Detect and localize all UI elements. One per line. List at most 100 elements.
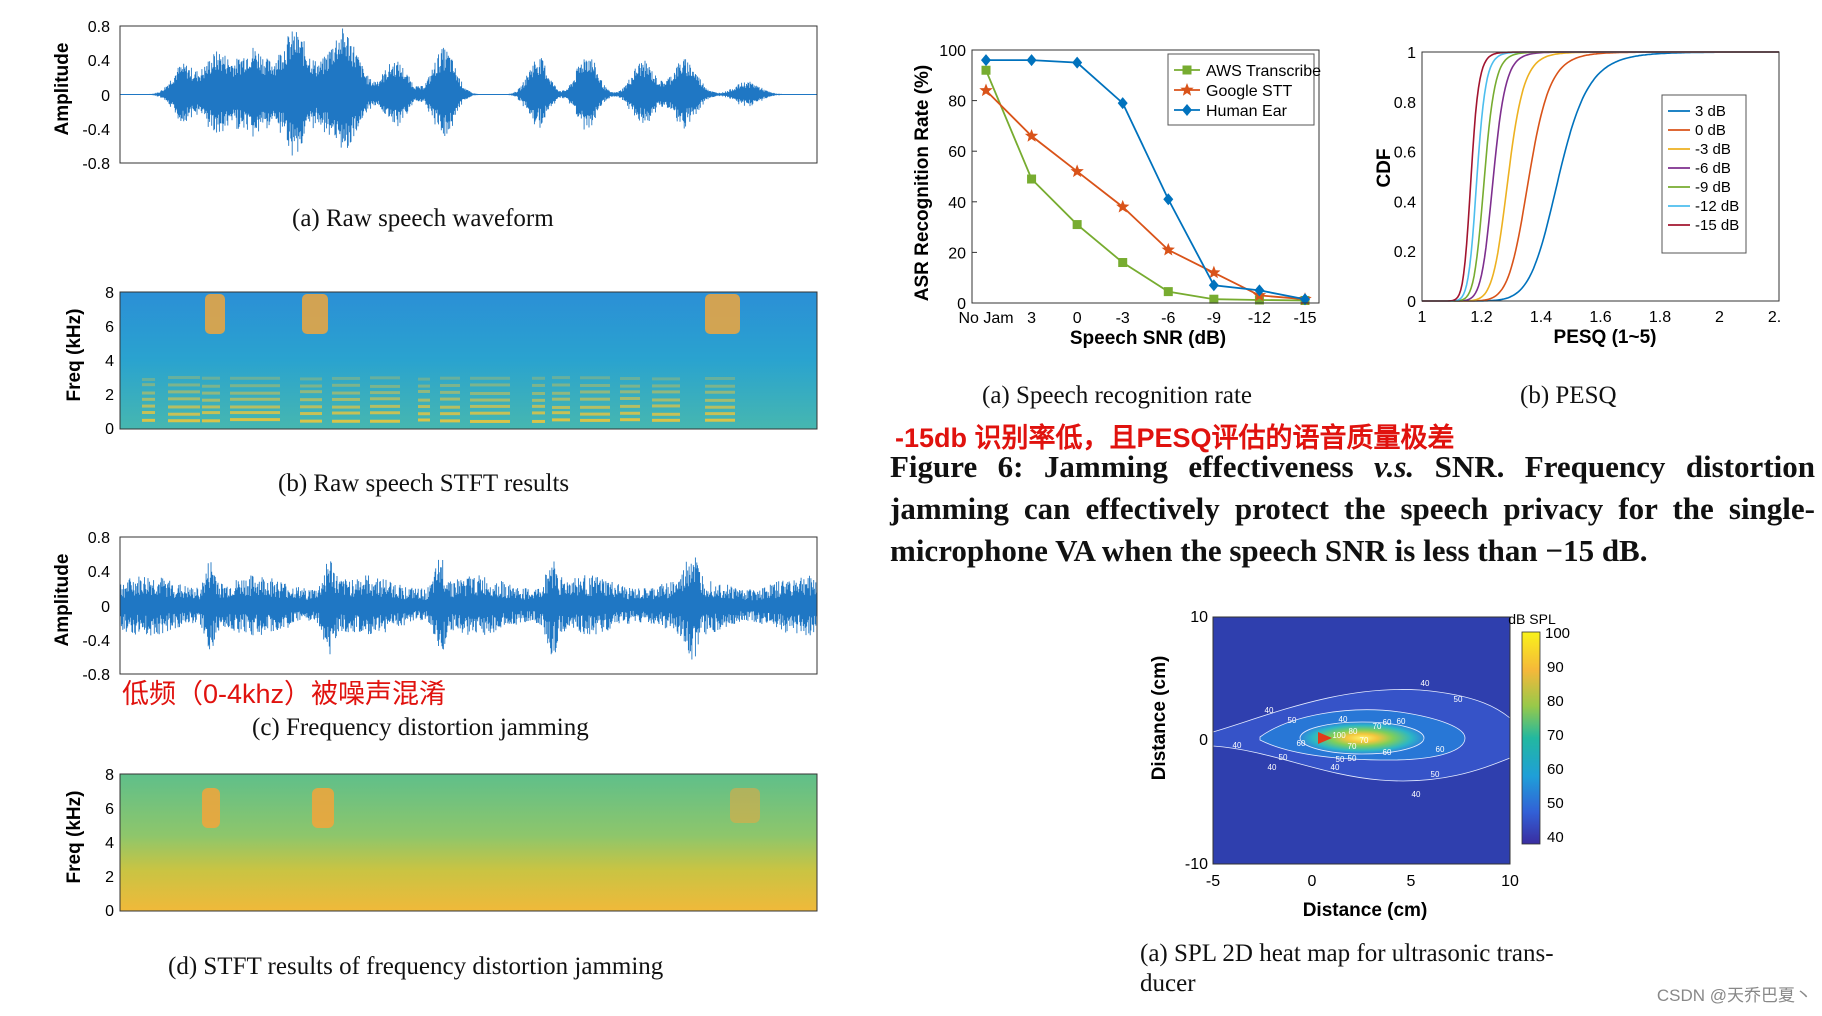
caption-jammed-stft: (d) STFT results of frequency distortion… xyxy=(168,953,664,980)
harmonic-band xyxy=(202,411,220,415)
jammed-stft-ytick: 2 xyxy=(105,869,114,886)
figure6-vs: v.s. xyxy=(1373,449,1415,484)
harmonic-band xyxy=(418,418,430,422)
asr-xtick: -3 xyxy=(1116,310,1130,327)
asr-ytick: 40 xyxy=(948,195,966,212)
contour-label: 40 xyxy=(1421,679,1430,688)
waveform-trace xyxy=(119,28,817,156)
jammed-trace xyxy=(119,557,817,660)
heatmap-ytick: 10 xyxy=(1190,609,1208,626)
contour-label: 40 xyxy=(1339,715,1348,724)
harmonic-band xyxy=(202,405,220,409)
harmonic-band xyxy=(705,384,735,388)
jammed-ytick: 0.8 xyxy=(88,530,110,547)
harmonic-band xyxy=(552,405,570,409)
asr-point xyxy=(1027,174,1037,184)
jammed-axes-box xyxy=(119,536,818,675)
harmonic-band xyxy=(705,418,735,422)
raw-stft-plot: Freq (kHz) 8 6 4 2 0 xyxy=(64,285,818,438)
heatmap-xtick: 0 xyxy=(1308,873,1317,890)
jammed-yticks: 0.8 0.4 0 -0.4 -0.8 xyxy=(82,530,110,684)
pesq-xtick: 2 xyxy=(1715,309,1724,326)
jammed-ylabel: Amplitude xyxy=(52,554,73,647)
harmonic-band xyxy=(168,405,200,409)
heatmap-contour-labels: 40 50 40 40 50 60 40 50 40 60 70 60 50 4… xyxy=(1233,679,1463,799)
watermark: CSDN @天乔巴夏丶 xyxy=(1656,986,1812,1005)
fricative-burst xyxy=(302,294,328,334)
jammed-stft-ytick: 8 xyxy=(105,767,114,784)
asr-xtick: -12 xyxy=(1248,310,1271,327)
contour-label: 50 xyxy=(1288,716,1297,725)
harmonic-band xyxy=(168,397,200,401)
asr-xtick: -9 xyxy=(1207,310,1221,327)
colorbar-tick: 100 xyxy=(1545,625,1570,642)
harmonic-band xyxy=(440,384,460,388)
harmonic-band xyxy=(168,412,200,416)
harmonic-band xyxy=(652,404,680,408)
harmonic-band xyxy=(552,391,570,395)
asr-series xyxy=(979,54,1312,306)
asr-axes-box xyxy=(971,49,1320,304)
harmonic-band xyxy=(620,377,640,381)
contour-label: 40 xyxy=(1233,741,1242,750)
asr-yticks: 0 20 40 60 80 100 xyxy=(939,43,977,313)
caption-asr: (a) Speech recognition rate xyxy=(982,382,1253,409)
asr-point xyxy=(1254,295,1264,305)
asr-xtick: 3 xyxy=(1027,310,1036,327)
harmonic-band xyxy=(705,405,735,409)
harmonic-band xyxy=(142,383,155,387)
colorbar-label: dB SPL xyxy=(1508,611,1556,627)
asr-point xyxy=(979,83,993,97)
harmonic-band xyxy=(470,404,510,408)
figure6-label: Figure 6: Jamming effectiveness xyxy=(890,449,1374,484)
pesq-ytick: 0.4 xyxy=(1394,194,1416,211)
harmonic-band xyxy=(418,384,430,388)
asr-xtick: -15 xyxy=(1293,310,1316,327)
contour-label: 60 xyxy=(1397,717,1406,726)
harmonic-band xyxy=(440,405,460,409)
harmonic-band xyxy=(652,384,680,388)
harmonic-band xyxy=(652,398,680,402)
waveform-ytick: 0.8 xyxy=(88,19,110,36)
asr-series-line xyxy=(986,59,1306,301)
waveform-ytick: 0 xyxy=(101,88,110,105)
harmonic-band xyxy=(142,391,155,395)
harmonic-band xyxy=(580,405,610,409)
stft-yticks: 8 6 4 2 0 xyxy=(105,285,114,438)
contour-label: 100 xyxy=(1332,731,1346,740)
contour-label: 40 xyxy=(1331,763,1340,772)
pesq-legend-label: -12 dB xyxy=(1695,198,1739,215)
harmonic-band xyxy=(230,418,280,422)
harmonic-band xyxy=(142,411,155,415)
residual-burst xyxy=(202,788,220,828)
asr-point xyxy=(1254,284,1265,297)
harmonic-band xyxy=(440,412,460,416)
asr-point xyxy=(981,65,991,75)
annotation-low-frequency: 低频（0-4khz）被噪声混淆 xyxy=(122,679,447,709)
pesq-legend-label: 0 dB xyxy=(1695,122,1726,139)
jammed-stft-background xyxy=(120,774,817,911)
harmonic-band xyxy=(300,398,322,402)
heatmap-ylabel: Distance (cm) xyxy=(1149,656,1170,781)
harmonic-band xyxy=(440,397,460,401)
pesq-legend-label: 3 dB xyxy=(1695,103,1726,120)
harmonic-band xyxy=(470,376,510,380)
jammed-stft-residual-bursts xyxy=(202,788,760,828)
asr-legend: AWS Transcribe Google STT Human Ear xyxy=(1167,53,1321,126)
harmonic-band xyxy=(532,383,545,387)
harmonic-band xyxy=(332,383,360,387)
jammed-stft-plot: Freq (kHz) 8 6 4 2 0 xyxy=(64,767,818,920)
colorbar-ticks: 100 90 80 70 60 50 40 xyxy=(1545,625,1570,846)
asr-series-line xyxy=(985,89,1306,301)
harmonic-band xyxy=(705,376,735,380)
harmonic-band xyxy=(440,390,460,394)
colorbar-tick: 50 xyxy=(1547,795,1564,812)
contour-label: 50 xyxy=(1454,695,1463,704)
harmonic-band xyxy=(332,376,360,380)
residual-burst xyxy=(312,788,334,828)
heatmap-xtick: -5 xyxy=(1206,873,1220,890)
colorbar-tick: 40 xyxy=(1547,829,1564,846)
contour-label: 40 xyxy=(1412,790,1421,799)
pesq-ytick: 0.8 xyxy=(1394,95,1416,112)
harmonic-band xyxy=(620,390,640,394)
